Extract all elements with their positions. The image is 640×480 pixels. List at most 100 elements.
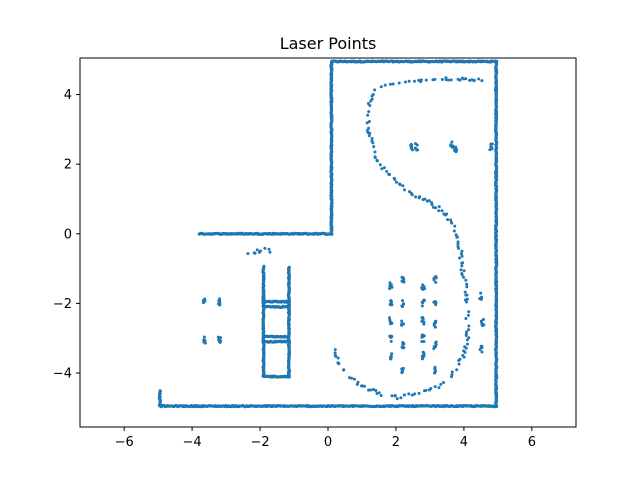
y-tick-label: −4 [53, 367, 72, 382]
data-point-wall-10 [287, 334, 291, 339]
data-point-cluster-21 [422, 322, 426, 326]
data-point-curve-0 [372, 388, 376, 392]
data-point-curve-0 [437, 205, 441, 209]
data-point-curve-0 [464, 346, 468, 350]
data-point-curve-0 [365, 121, 369, 125]
data-point-cluster-23 [422, 352, 426, 356]
data-point-curve-0 [460, 264, 464, 268]
data-point-curve-0 [333, 353, 337, 357]
data-point-cluster-13 [389, 357, 393, 361]
data-point-curve-0 [454, 233, 458, 237]
data-point-cluster-27 [434, 340, 438, 344]
data-point-cluster-25 [433, 300, 437, 304]
data-point-curve-0 [462, 269, 466, 273]
data-point-curve-0 [470, 78, 474, 82]
plot-frame [79, 57, 577, 428]
data-point-curve-0 [380, 167, 384, 171]
data-point-curve-0 [379, 85, 383, 89]
x-tick-label: 4 [460, 435, 468, 450]
data-point-curve-0 [390, 394, 394, 398]
data-point-curve-0 [407, 79, 411, 83]
x-tick-label: 6 [528, 435, 536, 450]
data-point-cluster-30 [481, 317, 485, 321]
data-point-curve-0 [463, 350, 467, 354]
data-point-cluster-30 [482, 323, 486, 327]
data-point-curve-0 [333, 351, 337, 355]
data-point-cluster-11 [388, 320, 392, 324]
data-point-curve-0 [395, 397, 399, 401]
data-point-cluster-5 [415, 148, 419, 152]
data-point-cluster-27 [434, 342, 438, 346]
data-point-cluster-18 [401, 366, 405, 370]
data-point-curve-0 [377, 391, 381, 395]
data-point-wall-2 [330, 231, 334, 235]
data-point-curve-0 [336, 361, 340, 365]
data-point-cluster-16 [402, 322, 406, 326]
data-point-curve-0 [367, 134, 371, 138]
data-point-curve-0 [369, 388, 373, 392]
data-point-cluster-4 [410, 145, 414, 149]
data-point-curve-0 [373, 88, 377, 92]
data-point-curve-0 [467, 310, 471, 314]
data-point-curve-0 [434, 206, 438, 210]
data-point-curve-0 [464, 278, 468, 282]
data-point-cluster-12 [388, 334, 392, 338]
data-point-curve-0 [457, 362, 461, 366]
data-point-wall-8 [287, 299, 291, 303]
data-point-curve-0 [379, 393, 383, 397]
data-point-cluster-31 [480, 350, 484, 354]
y-tick-label: 0 [64, 227, 72, 242]
data-point-cluster-24 [433, 276, 437, 280]
data-point-curve-0 [450, 370, 454, 374]
data-point-curve-1 [268, 250, 272, 254]
data-point-curve-0 [417, 391, 421, 395]
data-point-curve-0 [453, 224, 457, 228]
data-point-curve-0 [449, 78, 453, 82]
data-point-cluster-21 [420, 319, 424, 323]
data-point-cluster-1 [217, 299, 221, 303]
data-point-curve-0 [468, 78, 472, 82]
x-tick-label: −2 [250, 435, 269, 450]
data-point-curve-0 [459, 252, 463, 256]
data-point-curve-0 [424, 78, 428, 82]
data-point-curve-0 [456, 77, 460, 81]
data-point-cluster-13 [390, 352, 394, 356]
data-point-cluster-23 [420, 357, 424, 361]
data-point-curve-0 [398, 183, 402, 187]
data-point-curve-0 [399, 396, 403, 400]
data-point-curve-1 [252, 251, 256, 255]
data-point-cluster-22 [422, 340, 426, 344]
data-point-curve-0 [431, 78, 435, 82]
data-point-curve-0 [388, 82, 392, 86]
data-point-curve-0 [367, 110, 371, 114]
data-point-curve-0 [401, 184, 405, 188]
data-point-cluster-0 [203, 298, 207, 302]
y-tick-label: 4 [64, 88, 72, 103]
x-tick-label: −6 [115, 435, 134, 450]
data-point-curve-0 [336, 356, 340, 360]
data-point-curve-0 [403, 80, 407, 84]
data-point-cluster-17 [401, 346, 405, 350]
data-point-curve-0 [455, 235, 459, 239]
data-point-wall-4 [494, 404, 499, 409]
data-point-cluster-24 [434, 280, 438, 284]
data-point-cluster-10 [389, 300, 393, 304]
data-point-curve-0 [367, 126, 371, 130]
data-point-curve-1 [255, 248, 259, 252]
data-point-curve-0 [423, 197, 427, 201]
data-point-curve-0 [369, 99, 373, 103]
data-point-cluster-11 [387, 316, 391, 320]
data-point-curve-0 [462, 275, 466, 279]
data-point-curve-0 [458, 256, 462, 260]
x-tick-label: 2 [392, 435, 400, 450]
data-point-curve-0 [413, 392, 417, 396]
data-point-curve-0 [462, 355, 466, 359]
data-point-curve-0 [368, 131, 372, 135]
data-point-curve-0 [417, 78, 421, 82]
data-point-curve-0 [460, 249, 464, 253]
data-point-curve-0 [370, 94, 374, 98]
data-point-curve-0 [385, 169, 389, 173]
data-point-curve-0 [440, 209, 444, 213]
data-point-curve-0 [444, 76, 448, 80]
data-point-cluster-5 [413, 142, 417, 146]
